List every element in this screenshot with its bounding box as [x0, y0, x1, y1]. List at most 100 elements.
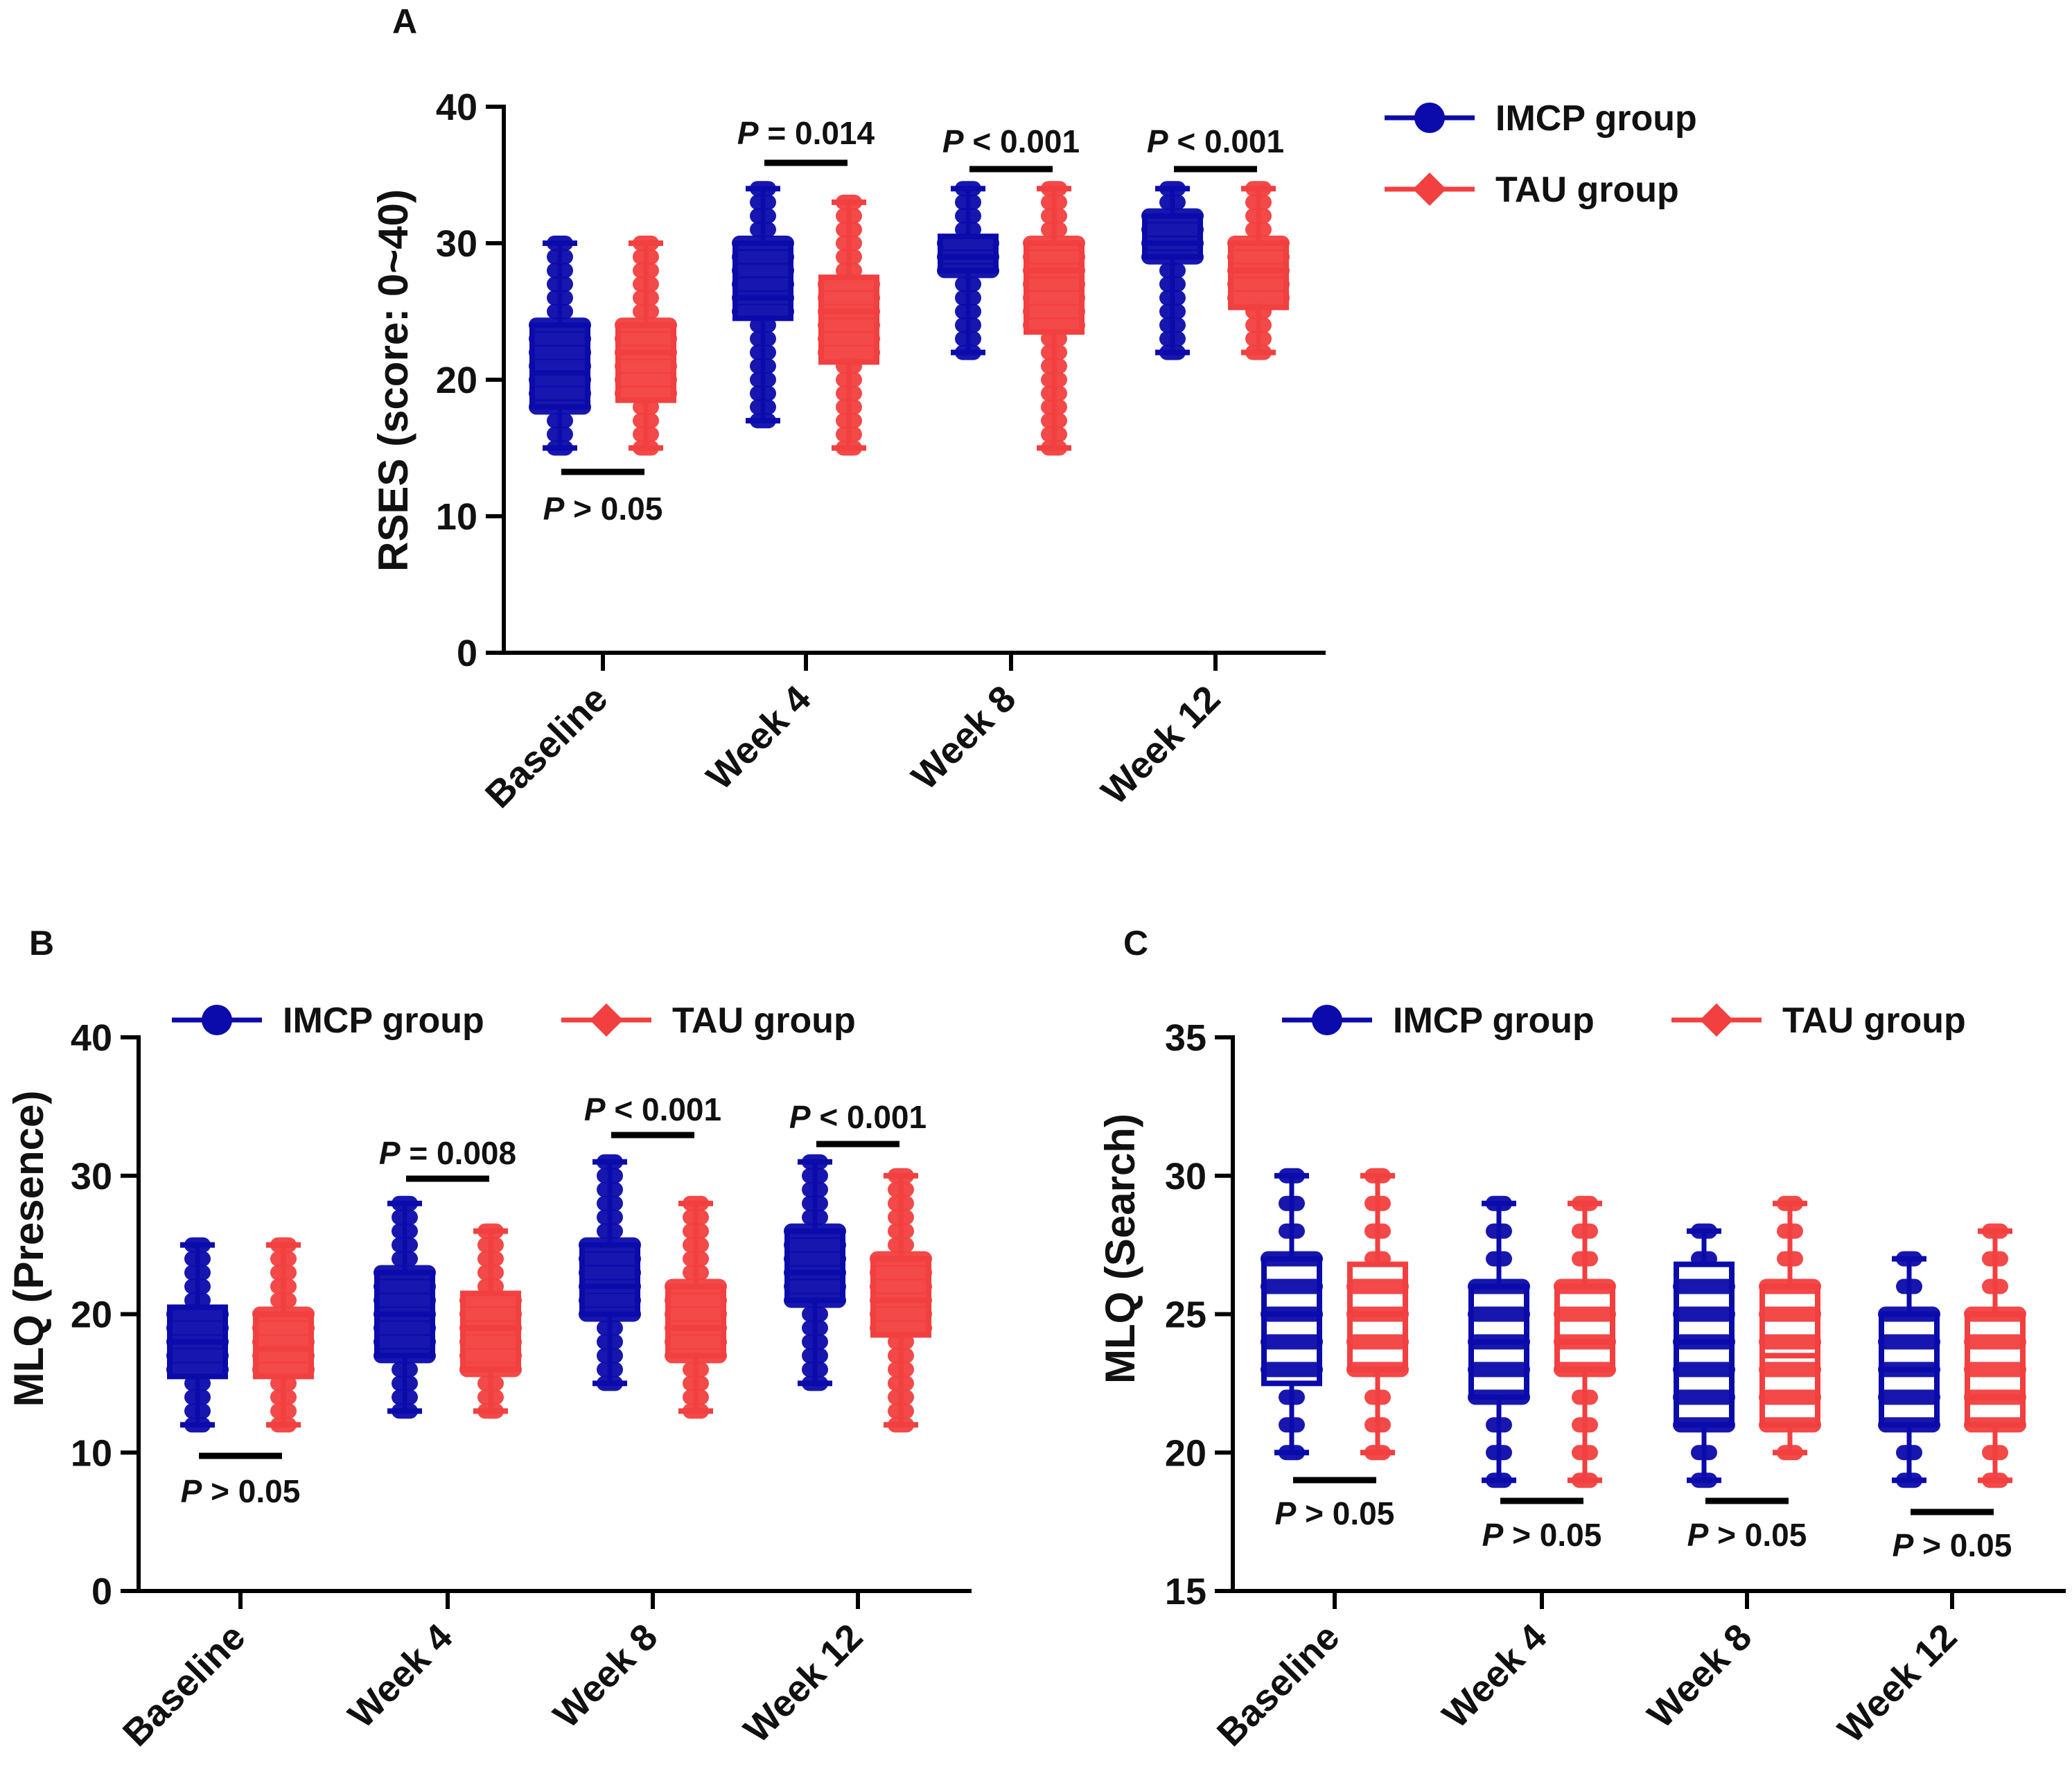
- y-tick-label: 25: [1165, 1294, 1206, 1336]
- y-axis-title: MLQ (Search): [1097, 1114, 1143, 1384]
- p-symbol: P: [1687, 1517, 1709, 1553]
- imcp-box-3: [1878, 1251, 1940, 1488]
- data-points: [1023, 290, 1085, 306]
- box: [732, 240, 793, 322]
- y-tick-label: 30: [436, 223, 477, 265]
- data-points: [529, 385, 591, 401]
- legend-label: TAU group: [1782, 1001, 1966, 1041]
- p-value-label: P < 0.001: [789, 1099, 927, 1135]
- tau-box-2: [1023, 181, 1085, 456]
- panel-label: C: [1123, 924, 1148, 962]
- data-points: [665, 1334, 727, 1350]
- legend: IMCP group TAU group: [172, 1001, 856, 1041]
- x-tick-label: Week 4: [699, 678, 818, 798]
- legend-item-tau: TAU group: [1385, 170, 1679, 210]
- p-value-label: P = 0.008: [379, 1135, 516, 1171]
- p-value: < 0.001: [606, 1091, 722, 1127]
- data-points: [1468, 1362, 1530, 1378]
- data-points: [252, 1348, 315, 1364]
- data-points: [1964, 1334, 2026, 1350]
- data-points: [1759, 1389, 1821, 1405]
- data-points: [166, 1320, 229, 1336]
- legend-label: IMCP group: [1495, 98, 1697, 139]
- x-tick-label: Week 8: [1640, 1616, 1759, 1736]
- y-tick-label: 20: [1165, 1432, 1206, 1474]
- panel-a: A 0 10 20 30 40 RSES (score: 0~40) Baseline Week…: [370, 2, 1697, 816]
- box: [460, 1290, 521, 1373]
- box: [615, 322, 676, 403]
- data-points: [818, 344, 880, 360]
- imcp-box-2: [937, 181, 999, 360]
- p-value: > 0.05: [1913, 1527, 2012, 1563]
- data-points: [818, 331, 880, 346]
- p-symbol: P: [1482, 1517, 1504, 1553]
- legend-circle-marker: [1312, 1005, 1342, 1035]
- data-points: [1261, 1362, 1323, 1378]
- data-points: [1878, 1389, 1940, 1405]
- data-points: [459, 1306, 522, 1322]
- data-points: [1673, 1362, 1735, 1378]
- y-axis-title: RSES (score: 0~40): [370, 189, 416, 572]
- data-points: [1964, 1362, 2026, 1378]
- data-points: [1227, 290, 1290, 306]
- p-symbol: P: [789, 1099, 811, 1135]
- box: [1228, 240, 1289, 310]
- data-points: [1261, 1278, 1323, 1294]
- legend-diamond-marker: [1699, 1003, 1734, 1037]
- imcp-box-0: [529, 236, 591, 456]
- p-symbol: P: [1275, 1495, 1297, 1531]
- legend-item-tau: TAU group: [1671, 1001, 1966, 1041]
- y-tick-label: 40: [71, 1017, 112, 1059]
- data-points: [1759, 1306, 1821, 1322]
- legend-circle-marker: [1414, 103, 1445, 133]
- y-axis-title: MLQ (Presence): [6, 1091, 52, 1407]
- p-value-label: P > 0.05: [1275, 1495, 1395, 1531]
- legend-item-imcp: IMCP group: [1385, 98, 1697, 139]
- panel-c: C 15 20 25 30 35 MLQ (Search) Baseline Week 4 Wee…: [1097, 924, 2066, 1755]
- x-tick-label: Week 12: [736, 1616, 871, 1751]
- imcp-box-3: [1141, 181, 1204, 360]
- data-points: [1673, 1306, 1735, 1322]
- p-value-label: P < 0.001: [584, 1091, 721, 1127]
- legend-item-tau: TAU group: [561, 1001, 856, 1041]
- tau-box-3: [1964, 1223, 2026, 1488]
- y-tick-label: 35: [1165, 1017, 1206, 1059]
- p-symbol: P: [379, 1135, 401, 1171]
- data-points: [1673, 1389, 1735, 1405]
- data-points: [1759, 1362, 1821, 1378]
- p-symbol: P: [1147, 123, 1168, 159]
- panel-b: B 0 10 20 30 40 MLQ (Presence) Baseline Week 4 We…: [6, 924, 972, 1755]
- data-points: [818, 290, 880, 306]
- tau-box-0: [1346, 1168, 1409, 1461]
- legend-label: TAU group: [1495, 170, 1679, 210]
- legend-diamond-marker: [589, 1003, 624, 1037]
- x-tick-label: Week 8: [545, 1616, 665, 1736]
- p-value: > 0.05: [1708, 1517, 1807, 1553]
- tau-box-1: [459, 1223, 522, 1419]
- data-points: [870, 1320, 932, 1336]
- data-points: [579, 1292, 641, 1308]
- data-points: [252, 1334, 315, 1350]
- x-tick-label: Baseline: [1209, 1616, 1347, 1754]
- x-tick-label: Week 8: [904, 678, 1024, 798]
- data-points: [1023, 249, 1085, 265]
- p-value: > 0.05: [1503, 1517, 1601, 1553]
- legend-label: IMCP group: [1393, 1001, 1595, 1041]
- data-points: [1468, 1306, 1530, 1322]
- p-symbol: P: [942, 123, 964, 159]
- p-value-label: P < 0.001: [1147, 123, 1284, 159]
- y-tick-label: 40: [436, 87, 477, 128]
- data-points: [166, 1306, 229, 1322]
- data-points: [459, 1334, 522, 1350]
- p-value-label: P > 0.05: [1893, 1527, 2012, 1563]
- data-points: [784, 1278, 846, 1294]
- data-points: [732, 276, 794, 292]
- p-value: > 0.05: [1296, 1495, 1394, 1531]
- tau-box-0: [252, 1237, 315, 1433]
- imcp-box-1: [1468, 1195, 1530, 1488]
- tau-box-1: [1554, 1195, 1616, 1488]
- data-points: [665, 1292, 727, 1308]
- data-points: [579, 1251, 641, 1267]
- data-points: [529, 344, 591, 360]
- data-points: [818, 317, 880, 333]
